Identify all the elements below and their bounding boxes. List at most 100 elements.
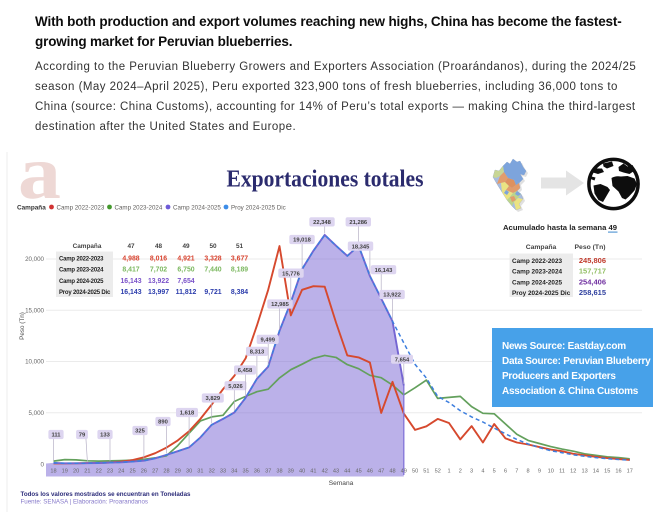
svg-text:1: 1 — [447, 469, 450, 475]
svg-text:Campaña: Campaña — [17, 205, 46, 212]
svg-text:3,328: 3,328 — [204, 255, 221, 262]
svg-text:Proy 2024-2025 Dic: Proy 2024-2025 Dic — [231, 205, 286, 212]
svg-text:4,921: 4,921 — [177, 255, 194, 262]
svg-text:5,000: 5,000 — [29, 410, 45, 417]
svg-text:13: 13 — [581, 469, 587, 475]
svg-text:890: 890 — [158, 420, 168, 426]
svg-text:325: 325 — [135, 429, 145, 435]
svg-text:Camp 2024-2025: Camp 2024-2025 — [512, 279, 563, 286]
svg-text:Camp 2024-2025: Camp 2024-2025 — [173, 205, 221, 212]
svg-text:16,143: 16,143 — [375, 268, 394, 274]
svg-text:19,018: 19,018 — [293, 238, 312, 244]
svg-text:43: 43 — [333, 469, 339, 475]
svg-text:37: 37 — [265, 469, 271, 475]
svg-text:3: 3 — [470, 469, 473, 475]
svg-text:36: 36 — [254, 469, 260, 475]
svg-text:15,776: 15,776 — [282, 271, 301, 277]
svg-text:50: 50 — [412, 469, 418, 475]
svg-text:7,654: 7,654 — [395, 357, 410, 363]
svg-text:6,458: 6,458 — [238, 368, 253, 374]
svg-text:49: 49 — [401, 469, 407, 475]
svg-text:6: 6 — [504, 469, 507, 475]
svg-text:51: 51 — [423, 469, 429, 475]
svg-text:11,812: 11,812 — [176, 289, 197, 296]
svg-text:9,499: 9,499 — [260, 338, 275, 344]
svg-text:8,016: 8,016 — [150, 255, 167, 262]
svg-text:19: 19 — [62, 469, 68, 475]
svg-text:a: a — [18, 131, 61, 215]
svg-text:Camp 2024-2025: Camp 2024-2025 — [59, 279, 104, 285]
svg-text:7,654: 7,654 — [177, 278, 194, 285]
svg-text:16,143: 16,143 — [120, 289, 141, 296]
svg-text:1,618: 1,618 — [180, 411, 195, 417]
svg-text:Peso (Tn): Peso (Tn) — [575, 244, 606, 251]
svg-text:31: 31 — [197, 469, 203, 475]
svg-text:15: 15 — [604, 469, 610, 475]
svg-text:39: 39 — [288, 469, 294, 475]
svg-text:17: 17 — [627, 469, 633, 475]
svg-text:Semana: Semana — [329, 480, 354, 487]
svg-text:Fuente: SENASA | Elaboración:: Fuente: SENASA | Elaboración: Proarandan… — [21, 499, 149, 506]
svg-text:7: 7 — [515, 469, 518, 475]
svg-text:9: 9 — [538, 469, 541, 475]
svg-text:254,406: 254,406 — [579, 277, 606, 286]
svg-text:7,702: 7,702 — [150, 267, 167, 274]
svg-text:16,143: 16,143 — [120, 278, 141, 285]
svg-text:8,417: 8,417 — [122, 267, 139, 274]
svg-text:8: 8 — [527, 469, 530, 475]
svg-text:3,677: 3,677 — [231, 255, 248, 262]
svg-text:13,922: 13,922 — [148, 278, 169, 285]
svg-text:45: 45 — [355, 469, 361, 475]
svg-text:Campaña: Campaña — [526, 244, 557, 251]
svg-text:44: 44 — [344, 469, 350, 475]
svg-text:4,988: 4,988 — [122, 255, 139, 262]
svg-text:3,829: 3,829 — [206, 396, 221, 402]
svg-text:27: 27 — [152, 469, 158, 475]
svg-text:133: 133 — [100, 433, 110, 439]
svg-text:245,806: 245,806 — [579, 256, 606, 265]
svg-text:7,440: 7,440 — [204, 267, 221, 274]
svg-text:14: 14 — [593, 469, 599, 475]
svg-text:48: 48 — [155, 243, 163, 250]
svg-text:157,717: 157,717 — [579, 267, 606, 276]
svg-text:33: 33 — [220, 469, 226, 475]
svg-text:30: 30 — [186, 469, 192, 475]
svg-text:21,286: 21,286 — [349, 220, 368, 226]
svg-text:18,345: 18,345 — [352, 244, 371, 250]
svg-text:8,384: 8,384 — [231, 289, 248, 296]
svg-text:79: 79 — [79, 433, 86, 439]
svg-text:23: 23 — [107, 469, 113, 475]
svg-text:16: 16 — [615, 469, 621, 475]
svg-text:32: 32 — [209, 469, 215, 475]
svg-text:10: 10 — [548, 469, 554, 475]
svg-text:10,000: 10,000 — [25, 359, 44, 366]
svg-text:Peso (Tn): Peso (Tn) — [19, 312, 26, 340]
svg-text:29: 29 — [175, 469, 181, 475]
svg-text:50: 50 — [209, 243, 217, 250]
svg-text:5,026: 5,026 — [228, 384, 243, 390]
svg-text:40: 40 — [299, 469, 305, 475]
svg-text:258,615: 258,615 — [579, 288, 606, 297]
svg-text:2: 2 — [459, 469, 462, 475]
svg-text:49: 49 — [182, 243, 190, 250]
svg-text:15,000: 15,000 — [25, 307, 44, 314]
svg-text:Proy 2024-2025 Dic: Proy 2024-2025 Dic — [512, 290, 571, 297]
svg-text:13,997: 13,997 — [148, 289, 169, 296]
svg-text:Camp 2022-2023: Camp 2022-2023 — [57, 205, 105, 212]
svg-text:13,922: 13,922 — [383, 293, 401, 299]
svg-text:24: 24 — [118, 469, 124, 475]
svg-text:12: 12 — [570, 469, 576, 475]
svg-text:35: 35 — [242, 469, 248, 475]
svg-text:25: 25 — [129, 469, 135, 475]
svg-text:41: 41 — [310, 469, 316, 475]
svg-text:Camp 2023-2024: Camp 2023-2024 — [512, 269, 563, 276]
svg-text:42: 42 — [322, 469, 328, 475]
svg-text:9,721: 9,721 — [204, 289, 221, 296]
svg-text:18: 18 — [50, 469, 56, 475]
svg-text:Todos los valores mostrados se: Todos los valores mostrados se encuentra… — [21, 491, 192, 498]
svg-text:Exportaciones totales: Exportaciones totales — [227, 167, 424, 193]
svg-text:Camp 2022-2023: Camp 2022-2023 — [59, 256, 104, 262]
svg-text:22: 22 — [96, 469, 102, 475]
svg-text:47: 47 — [127, 243, 135, 250]
svg-text:Acumulado hasta la semana 49: Acumulado hasta la semana 49 — [503, 223, 617, 232]
